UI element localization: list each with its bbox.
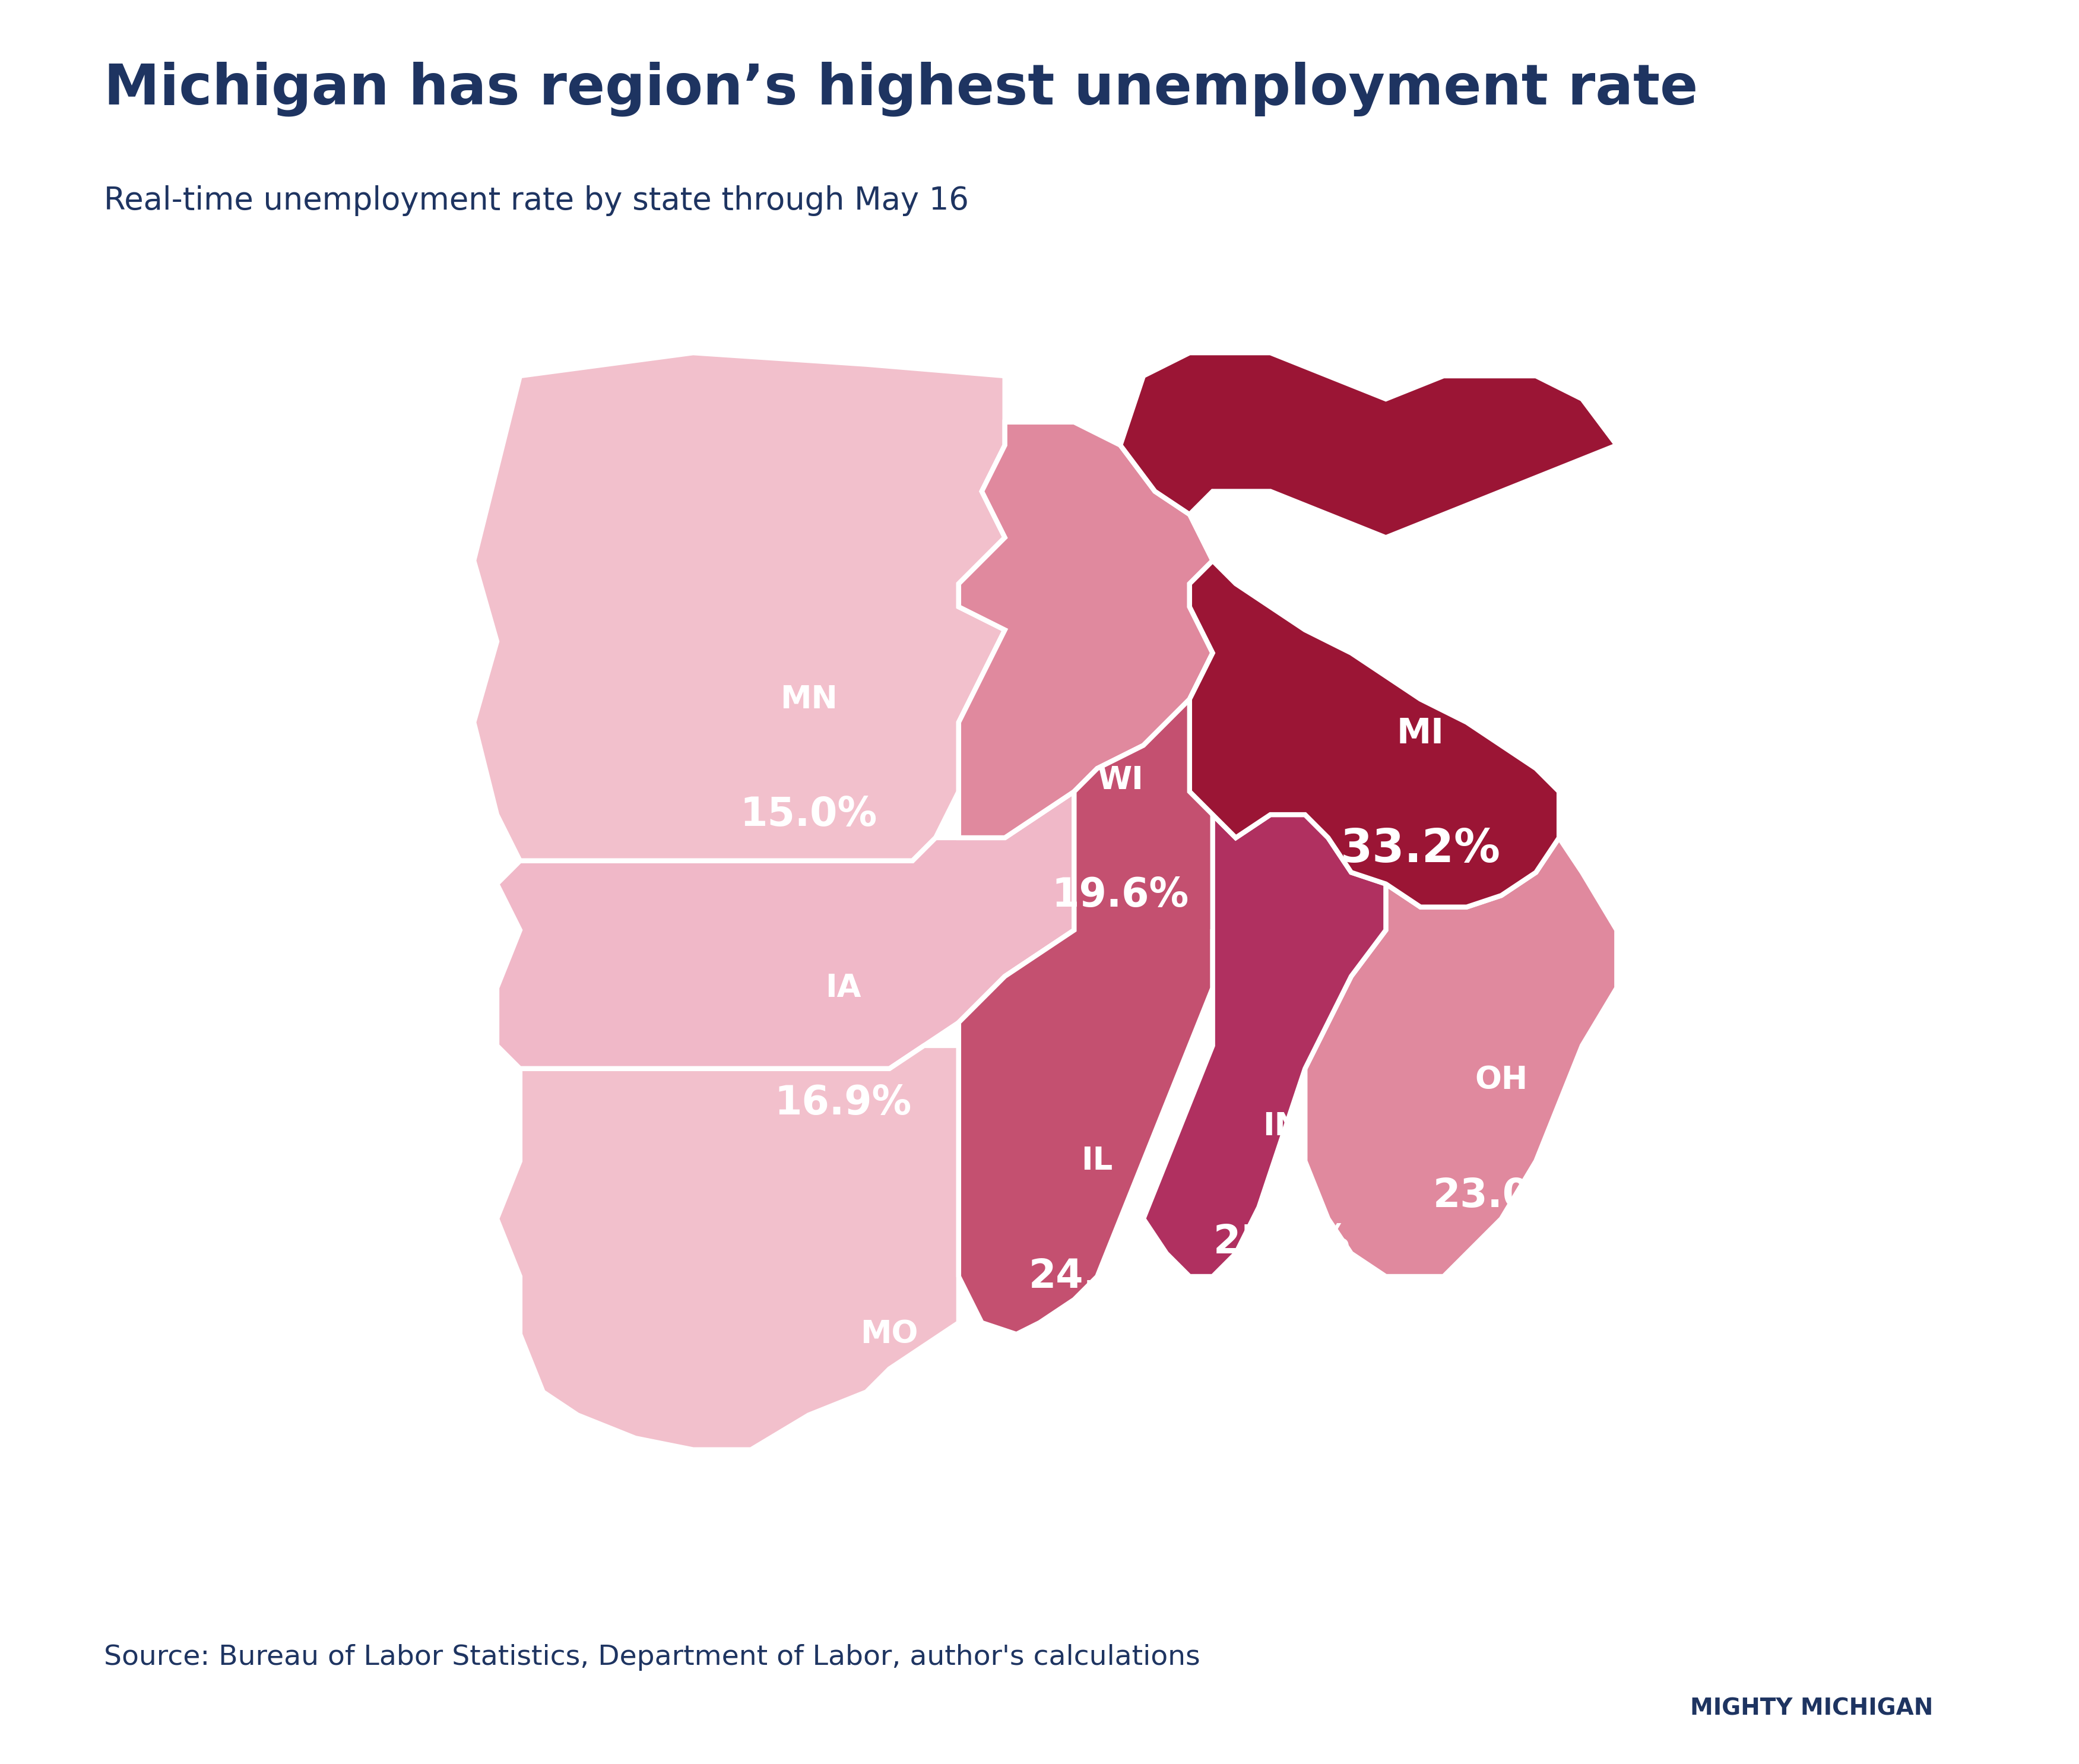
Text: Source: Bureau of Labor Statistics, Department of Labor, author's calculations: Source: Bureau of Labor Statistics, Depa… xyxy=(104,1644,1200,1671)
Polygon shape xyxy=(497,1046,958,1450)
Text: IL: IL xyxy=(1081,1145,1112,1177)
Polygon shape xyxy=(1143,815,1387,1277)
Text: IN: IN xyxy=(1262,1111,1301,1141)
Text: Michigan has region’s highest unemployment rate: Michigan has region’s highest unemployme… xyxy=(104,62,1699,116)
Text: 16.9%: 16.9% xyxy=(775,1083,913,1124)
Polygon shape xyxy=(1306,838,1617,1277)
Polygon shape xyxy=(958,653,1270,1334)
Text: 17.3%: 17.3% xyxy=(821,1431,958,1469)
Polygon shape xyxy=(1189,561,1559,907)
Text: 33.2%: 33.2% xyxy=(1341,827,1501,871)
Text: 15.0%: 15.0% xyxy=(740,796,877,834)
Text: Real-time unemployment rate by state through May 16: Real-time unemployment rate by state thr… xyxy=(104,185,969,217)
Text: 23.0%: 23.0% xyxy=(1432,1177,1570,1215)
Text: MN: MN xyxy=(780,684,838,714)
Polygon shape xyxy=(474,353,1004,861)
Text: WI: WI xyxy=(1098,764,1143,796)
Text: MO: MO xyxy=(861,1319,919,1349)
Text: OH: OH xyxy=(1474,1065,1528,1095)
Text: MIGHTY MICHIGAN: MIGHTY MICHIGAN xyxy=(1690,1697,1933,1720)
Polygon shape xyxy=(497,792,1075,1069)
Text: 24.8%: 24.8% xyxy=(1029,1258,1166,1297)
Text: 25.4%: 25.4% xyxy=(1214,1222,1351,1261)
Polygon shape xyxy=(958,422,1212,838)
Text: IA: IA xyxy=(825,972,861,1004)
Polygon shape xyxy=(1121,353,1617,538)
Text: 19.6%: 19.6% xyxy=(1052,877,1189,916)
Text: MI: MI xyxy=(1397,716,1445,751)
